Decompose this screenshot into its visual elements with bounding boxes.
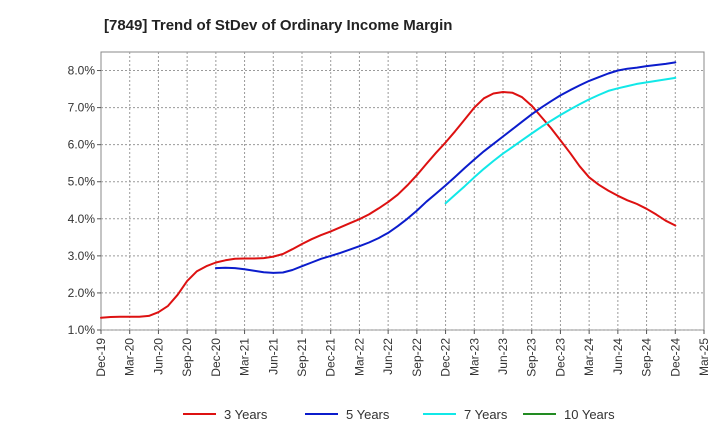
legend-item-7-years: 7 Years [423,407,508,422]
series-lines [100,61,677,319]
series-line-7-years [444,76,677,205]
y-tick-label: 1.0% [68,323,96,337]
x-tick-label: Jun-20 [151,338,165,375]
y-tick-label: 5.0% [68,175,96,189]
legend: 3 Years 5 Years 7 Years 10 Years [183,407,615,422]
y-tick-label: 8.0% [68,64,96,78]
series-line-5-years [214,61,677,274]
x-tick-label: Jun-22 [381,338,395,375]
x-tick-label: Mar-21 [238,338,252,376]
y-tick-label: 2.0% [68,286,96,300]
x-tick-label: Mar-24 [582,338,596,376]
legend-label: 10 Years [564,407,615,422]
legend-item-5-years: 5 Years [305,407,390,422]
grid-lines [101,52,704,331]
x-tick-label: Dec-19 [94,338,108,377]
chart-title: [7849] Trend of StDev of Ordinary Income… [104,17,452,34]
y-tick-label: 6.0% [68,138,96,152]
x-tick-label: Sep-21 [295,338,309,377]
x-tick-label: Mar-25 [697,338,711,376]
x-tick-label: Mar-23 [467,338,481,376]
legend-label: 7 Years [464,407,508,422]
series-line-3-years [100,91,677,319]
y-tick-label: 4.0% [68,212,96,226]
x-tick-label: Jun-23 [496,338,510,375]
x-tick-label: Jun-21 [266,338,280,375]
legend-item-10-years: 10 Years [523,407,615,422]
x-tick-label: Dec-24 [668,338,682,377]
x-tick-label: Mar-22 [352,338,366,376]
x-tick-label: Sep-23 [525,338,539,377]
x-tick-label: Dec-21 [324,338,338,377]
x-tick-label: Sep-22 [410,338,424,377]
legend-label: 5 Years [346,407,390,422]
x-tick-label: Jun-24 [611,338,625,375]
x-tick-label: Sep-24 [640,338,654,377]
legend-label: 3 Years [224,407,268,422]
x-tick-label: Dec-23 [553,338,567,377]
x-tick-label: Sep-20 [180,338,194,377]
x-tick-label: Dec-20 [209,338,223,377]
x-axis-ticks: Dec-19 Mar-20 Jun-20 Sep-20 Dec-20 Mar-21 Jun-… [94,330,711,377]
x-tick-label: Dec-22 [439,338,453,377]
y-tick-label: 3.0% [68,249,96,263]
y-axis-ticks: 1.0% 2.0% 3.0% 4.0% 5.0% 6.0% 7.0% 8.0% [68,64,101,337]
x-tick-label: Mar-20 [123,338,137,376]
y-tick-label: 7.0% [68,101,96,115]
legend-item-3-years: 3 Years [183,407,268,422]
